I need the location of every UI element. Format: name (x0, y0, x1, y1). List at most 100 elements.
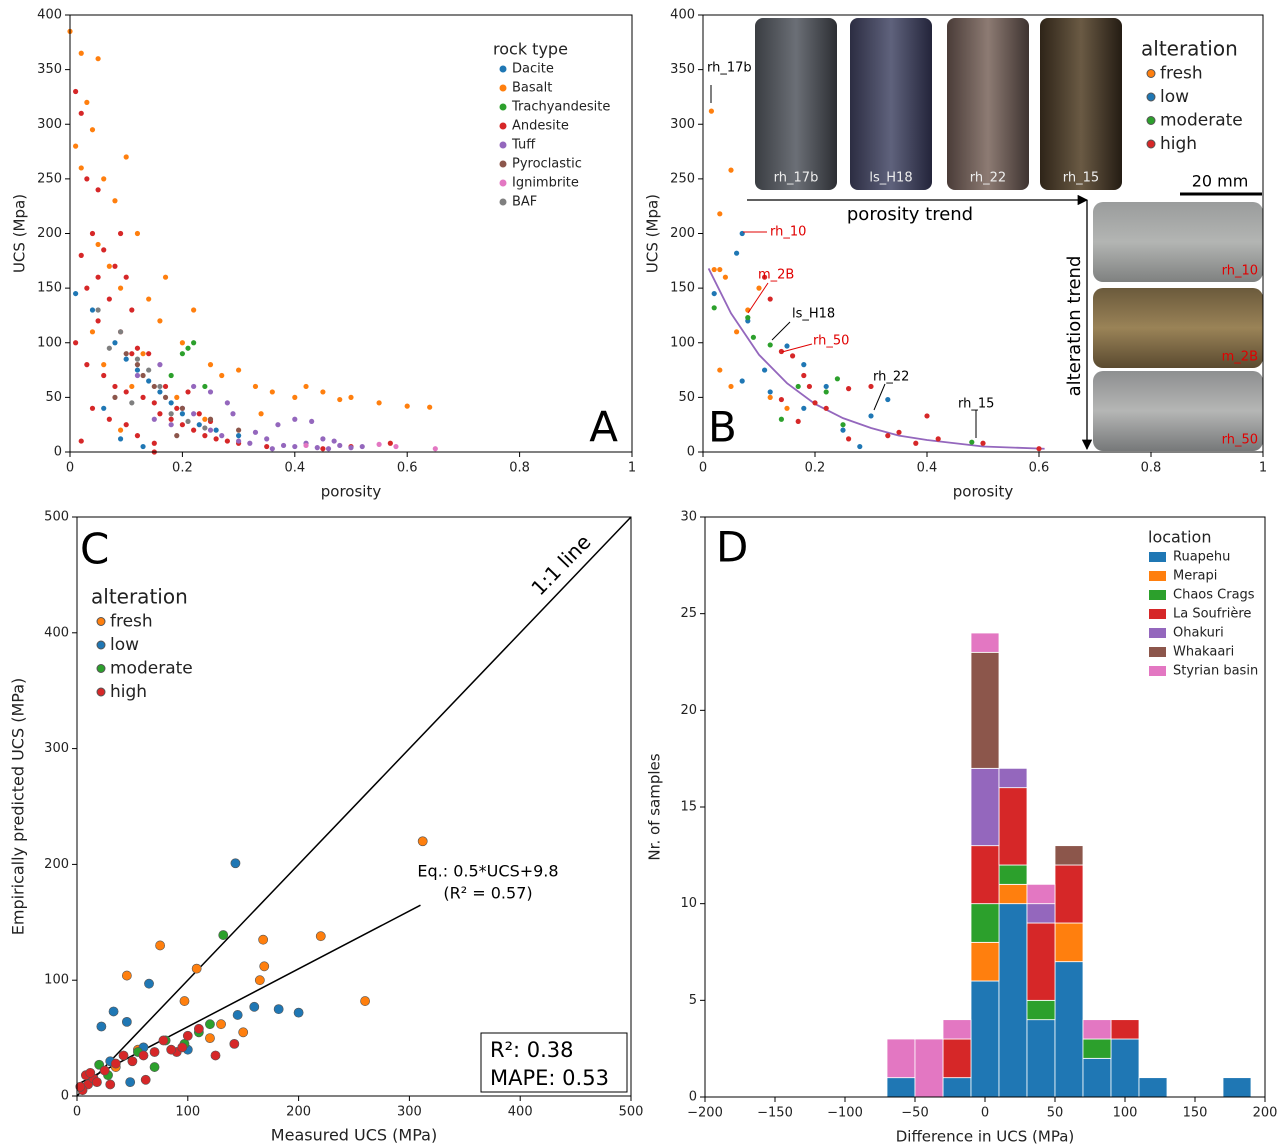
data-point (157, 318, 163, 324)
data-point (320, 446, 326, 452)
legend-patch (1149, 571, 1166, 581)
legend-label: Pyroclastic (512, 157, 582, 172)
data-point (717, 367, 723, 373)
data-point (264, 436, 270, 442)
data-point (717, 211, 723, 217)
legend-label: low (1160, 87, 1189, 107)
data-point (292, 394, 298, 400)
legend-label: fresh (1160, 64, 1203, 84)
data-point (812, 400, 818, 406)
data-point (767, 342, 773, 348)
data-point (224, 438, 230, 444)
data-point (337, 442, 343, 449)
data-point (823, 405, 829, 411)
core-photo (1093, 288, 1263, 368)
photo-label: rh_10 (1222, 264, 1258, 279)
data-point (236, 438, 242, 444)
x-tick-label: 500 (619, 1105, 644, 1120)
legend-title: rock type (493, 40, 568, 59)
data-point (127, 1056, 138, 1067)
y-tick-label: 0 (687, 445, 695, 460)
data-point (125, 1077, 136, 1088)
data-point (106, 416, 112, 422)
data-point (216, 1019, 226, 1030)
x-tick-label: −50 (901, 1106, 928, 1121)
data-point (95, 56, 101, 62)
data-point (134, 356, 141, 362)
data-point (174, 394, 180, 400)
legend-label: Whakaari (1173, 645, 1234, 660)
data-point (314, 445, 320, 451)
histogram-bar (998, 787, 1028, 866)
data-point (123, 351, 129, 357)
data-point (767, 389, 773, 395)
legend-marker (1146, 139, 1156, 149)
data-point (202, 433, 208, 439)
data-point (790, 353, 796, 359)
data-point (331, 438, 337, 444)
data-point (182, 1030, 193, 1041)
x-tick-label: 0 (73, 1105, 81, 1120)
data-point (767, 394, 773, 400)
data-point (778, 396, 785, 403)
x-tick-label: 0.4 (284, 461, 305, 476)
data-point (85, 1067, 96, 1078)
histogram-bar (970, 651, 1000, 769)
x-tick-label: 100 (1113, 1106, 1138, 1121)
data-point (121, 970, 132, 981)
data-point (185, 389, 191, 395)
data-point (78, 50, 84, 56)
annotation: rh_17b (707, 61, 752, 76)
legend-label: Tuff (511, 138, 536, 153)
y-tick-label: 0 (61, 1089, 69, 1104)
data-point (146, 367, 152, 373)
legend-patch (1149, 666, 1166, 676)
x-tick-label: 300 (397, 1105, 422, 1120)
data-point (129, 307, 135, 313)
legend-patch (1149, 590, 1166, 600)
core-photo (755, 18, 837, 190)
trend-label: porosity trend (847, 204, 973, 225)
data-point (846, 386, 852, 392)
legend-marker (499, 198, 507, 206)
data-point (89, 230, 96, 237)
histogram-bar (1082, 1019, 1112, 1040)
x-tick-label: 0.4 (917, 461, 938, 476)
legend-label: low (110, 635, 139, 655)
legend-label: BAF (512, 195, 537, 210)
data-point (157, 362, 163, 368)
data-point (823, 389, 829, 395)
legend-patch (1149, 609, 1166, 619)
data-point (158, 1035, 169, 1046)
data-point (205, 1019, 215, 1030)
core-photo (1093, 202, 1263, 282)
data-point (224, 400, 230, 406)
data-point (129, 383, 135, 390)
legend-marker (1146, 69, 1156, 78)
data-point (112, 394, 118, 400)
legend-label: Ohakuri (1173, 626, 1224, 641)
y-tick-label: 25 (680, 606, 697, 621)
legend-marker (499, 84, 507, 92)
legend-marker (499, 122, 507, 130)
data-point (980, 440, 986, 446)
annotation: ls_H18 (792, 307, 835, 322)
data-point (320, 389, 326, 395)
data-point (140, 372, 146, 379)
data-point (868, 383, 874, 390)
data-point (247, 440, 253, 446)
data-point (728, 383, 734, 390)
core-photo (1040, 18, 1122, 190)
annotation: Eq.: 0.5*UCS+9.8 (417, 862, 558, 881)
stats-text: R²: 0.38 (490, 1038, 574, 1062)
legend-label: La Soufrière (1173, 607, 1251, 622)
data-point (359, 443, 365, 450)
data-point (269, 446, 275, 452)
legend-label: Basalt (512, 81, 552, 96)
photo-label: rh_17b (774, 171, 819, 186)
y-axis-label: UCS (Mpa) (644, 194, 662, 273)
plot-frame (76, 516, 632, 1097)
legend-marker (96, 640, 106, 650)
data-point (140, 1074, 151, 1085)
data-point (191, 963, 202, 974)
